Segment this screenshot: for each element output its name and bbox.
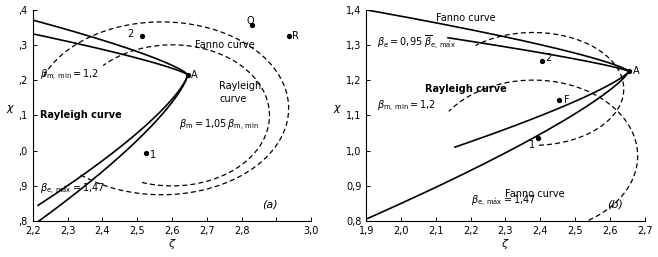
Text: 2: 2 <box>127 29 133 39</box>
Text: (a): (a) <box>262 200 277 210</box>
Text: Fanno curve: Fanno curve <box>436 13 495 23</box>
Text: $\beta_{\rm e,\,m\acute{a}x}=1{,}47$: $\beta_{\rm e,\,m\acute{a}x}=1{,}47$ <box>470 194 536 209</box>
Text: 2: 2 <box>545 53 551 63</box>
Text: Q: Q <box>247 16 254 26</box>
Text: Rayleigh curve: Rayleigh curve <box>39 110 122 120</box>
Text: $\beta_{\rm m}=1{,}05\,\beta_{\rm m,\,min}$: $\beta_{\rm m}=1{,}05\,\beta_{\rm m,\,mi… <box>179 117 259 133</box>
Text: A: A <box>632 66 639 76</box>
Text: R: R <box>292 31 299 41</box>
Text: A: A <box>191 70 198 80</box>
Text: Fanno curve: Fanno curve <box>505 188 565 198</box>
Text: 1: 1 <box>150 150 156 160</box>
Text: $\beta_{\rm m,\,min}=1{,}2$: $\beta_{\rm m,\,min}=1{,}2$ <box>376 99 436 114</box>
Text: $\beta_{\rm e}=0{,}95\;\overline{\beta}_{\rm e,\,m\acute{a}x}$: $\beta_{\rm e}=0{,}95\;\overline{\beta}_… <box>376 34 455 51</box>
Text: Fanno curve: Fanno curve <box>195 40 254 50</box>
Text: F: F <box>563 95 569 105</box>
Text: $\beta_{\rm e,\,m\acute{a}x}=1{,}47$: $\beta_{\rm e,\,m\acute{a}x}=1{,}47$ <box>39 182 105 197</box>
X-axis label: $\zeta$: $\zeta$ <box>168 237 176 251</box>
Text: Rayleigh
curve: Rayleigh curve <box>219 81 261 104</box>
X-axis label: $\zeta$: $\zeta$ <box>501 237 510 251</box>
Y-axis label: $\chi$: $\chi$ <box>5 103 15 115</box>
Text: $\beta_{\rm m,\,min}=1{,}2$: $\beta_{\rm m,\,min}=1{,}2$ <box>39 68 99 83</box>
Y-axis label: $\chi$: $\chi$ <box>333 103 342 115</box>
Text: 1: 1 <box>529 140 535 150</box>
Text: (b): (b) <box>607 200 623 210</box>
Text: Rayleigh curve: Rayleigh curve <box>425 84 507 94</box>
